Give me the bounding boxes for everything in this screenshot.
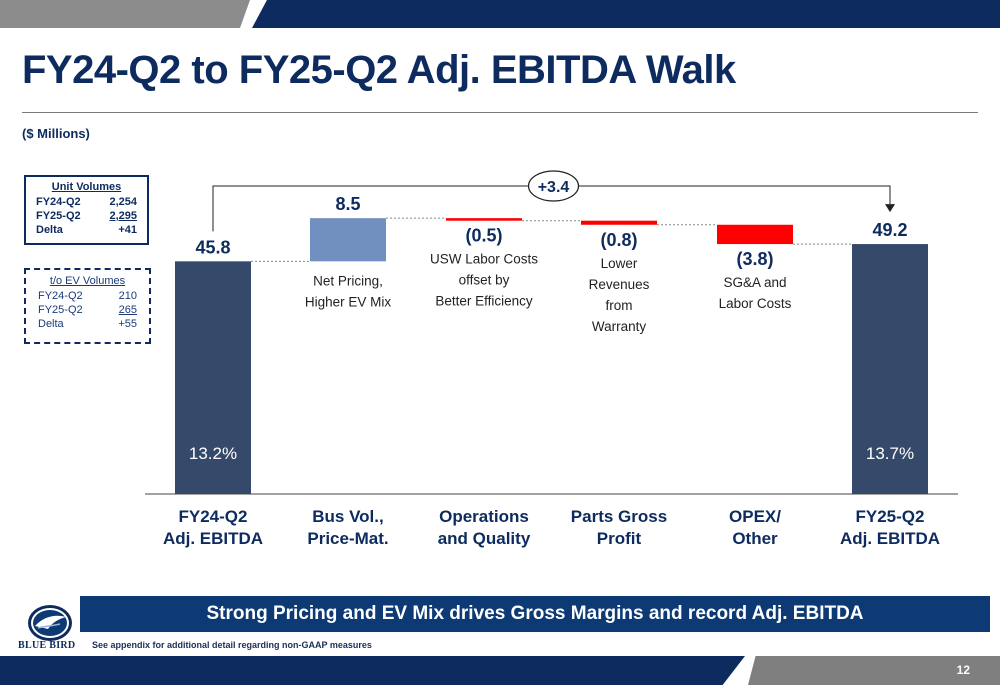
- decrease-bar: [581, 220, 657, 225]
- ev-volumes-heading: t/o EV Volumes: [49, 275, 126, 287]
- bar-annotation: SG&A and: [723, 275, 786, 290]
- ev-volumes-label: Delta: [38, 318, 64, 330]
- ebitda-waterfall-chart: 45.8 8.5 (0.5) (0.8) (3.8) 49.2 Net Pricing, Hi…: [145, 170, 958, 548]
- category-label: Price-Mat.: [307, 529, 388, 548]
- bar-annotation: Labor Costs: [719, 296, 792, 311]
- unit-volumes-row: Delta +41: [36, 223, 137, 237]
- decrease-bar: [446, 218, 522, 221]
- bar-annotation: from: [606, 298, 633, 313]
- bridge-label-oval: [527, 170, 580, 202]
- decrease-bar: [717, 224, 793, 245]
- ev-volumes-value: 210: [118, 290, 137, 302]
- category-label: Adj. EBITDA: [163, 529, 263, 548]
- total-bar: [175, 261, 251, 494]
- footnote: See appendix for additional detail regar…: [92, 640, 372, 650]
- total-bar: [852, 244, 928, 494]
- bar-value-label: (0.8): [600, 230, 637, 250]
- increase-bar: [310, 218, 386, 262]
- ev-volumes-row: FY25-Q2 265: [38, 303, 137, 317]
- unit-volumes-value: 2,295: [109, 210, 137, 222]
- bar-annotation: Better Efficiency: [435, 294, 533, 309]
- bridge-label: +3.4: [538, 179, 570, 196]
- margin-label: 13.7%: [866, 444, 914, 463]
- category-label: and Quality: [438, 529, 531, 548]
- unit-volumes-label: FY24-Q2: [36, 196, 81, 208]
- bar-value-label: (0.5): [465, 226, 502, 246]
- blue-bird-logo-icon: [28, 605, 72, 641]
- bar-annotation: offset by: [459, 273, 510, 288]
- bar-value-label: 45.8: [195, 237, 230, 257]
- unit-volumes-label: FY25-Q2: [36, 210, 81, 222]
- category-label: Adj. EBITDA: [840, 529, 940, 548]
- header-navy-band: [252, 0, 1000, 28]
- title-divider: [22, 112, 978, 113]
- logo-wordmark: BLUE BIRD: [18, 640, 76, 651]
- unit-volumes-row: FY25-Q2 2,295: [36, 209, 137, 223]
- bar-value-label: (3.8): [736, 249, 773, 269]
- unit-volumes-value: 2,254: [109, 196, 137, 208]
- page-number: 12: [956, 663, 970, 677]
- category-label: FY24-Q2: [179, 507, 248, 526]
- ev-volumes-value: +55: [118, 318, 137, 330]
- ev-volumes-value: 265: [118, 304, 137, 316]
- bar-annotation: Higher EV Mix: [305, 294, 392, 309]
- footer-gray-band: [748, 656, 1000, 685]
- bar-annotation: Warranty: [592, 319, 647, 334]
- takeaway-banner: Strong Pricing and EV Mix drives Gross M…: [80, 596, 990, 632]
- category-label: Parts Gross: [571, 507, 667, 526]
- ev-volumes-row: Delta +55: [38, 317, 137, 331]
- category-label: FY25-Q2: [856, 507, 925, 526]
- bar-annotation: USW Labor Costs: [430, 252, 538, 267]
- margin-label: 13.2%: [189, 444, 237, 463]
- ev-volumes-label: FY24-Q2: [38, 290, 83, 302]
- page-title: FY24-Q2 to FY25-Q2 Adj. EBITDA Walk: [22, 48, 736, 92]
- unit-volumes-row: FY24-Q2 2,254: [36, 195, 137, 209]
- bridge-arrowhead: [885, 204, 895, 213]
- unit-volumes-heading: Unit Volumes: [51, 181, 122, 193]
- unit-volumes-box: Unit Volumes FY24-Q2 2,254 FY25-Q2 2,295 D…: [24, 175, 149, 245]
- ev-volumes-box: t/o EV Volumes FY24-Q2 210 FY25-Q2 265 Del…: [24, 268, 151, 344]
- category-label: OPEX/: [729, 507, 781, 526]
- category-label: Other: [732, 529, 778, 548]
- header-gray-band: [0, 0, 250, 28]
- bar-annotation: Revenues: [589, 277, 650, 292]
- ev-volumes-label: FY25-Q2: [38, 304, 83, 316]
- ev-volumes-row: FY24-Q2 210: [38, 289, 137, 303]
- bar-value-label: 8.5: [335, 194, 360, 214]
- category-label: Profit: [597, 529, 642, 548]
- category-label: Bus Vol.,: [312, 507, 383, 526]
- units-subtitle: ($ Millions): [22, 126, 90, 141]
- unit-volumes-label: Delta: [36, 224, 63, 236]
- bar-annotation: Net Pricing,: [313, 273, 383, 288]
- category-label: Operations: [439, 507, 529, 526]
- footer-navy-band: [0, 656, 745, 685]
- unit-volumes-value: +41: [118, 224, 137, 236]
- bar-annotation: Lower: [601, 256, 638, 271]
- bar-value-label: 49.2: [872, 220, 907, 240]
